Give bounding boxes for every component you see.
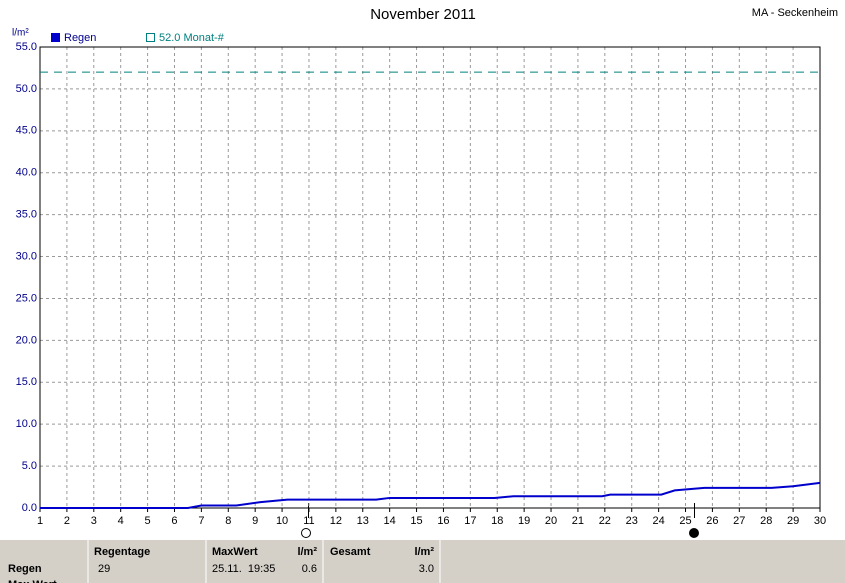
x-tick-label: 15 <box>410 515 422 527</box>
legend-swatch <box>51 33 60 42</box>
legend-ref-label: 52.0 Monat-# <box>159 32 225 44</box>
y-tick-label: 0.0 <box>22 502 37 514</box>
x-tick-label: 19 <box>518 515 530 527</box>
x-tick-label: 23 <box>626 515 638 527</box>
x-tick-label: 30 <box>814 515 826 527</box>
legend-label: Regen <box>64 32 96 44</box>
table-bg <box>0 540 845 583</box>
y-tick-label: 50.0 <box>16 83 37 95</box>
x-tick-label: 25 <box>679 515 691 527</box>
x-tick-label: 9 <box>252 515 258 527</box>
y-tick-label: 55.0 <box>16 41 37 53</box>
x-tick-label: 10 <box>276 515 288 527</box>
y-tick-label: 15.0 <box>16 376 37 388</box>
x-tick-label: 29 <box>787 515 799 527</box>
table-cell: 0.6 <box>302 563 317 575</box>
x-tick-label: 12 <box>330 515 342 527</box>
y-tick-label: 10.0 <box>16 418 37 430</box>
x-tick-label: 8 <box>225 515 231 527</box>
x-tick-label: 6 <box>171 515 177 527</box>
chart-title: November 2011 <box>370 6 476 23</box>
moon-full <box>301 528 311 538</box>
x-tick-label: 14 <box>384 515 396 527</box>
table-header: Gesamt <box>330 546 371 558</box>
plot-frame <box>39 46 821 509</box>
y-tick-label: 30.0 <box>16 250 37 262</box>
x-tick-label: 16 <box>437 515 449 527</box>
y-tick-label: 45.0 <box>16 125 37 137</box>
x-tick-label: 20 <box>545 515 557 527</box>
table-header: Regentage <box>94 546 150 558</box>
moon-new <box>689 528 699 538</box>
x-tick-label: 1 <box>37 515 43 527</box>
x-tick-label: 5 <box>145 515 151 527</box>
table-header: l/m² <box>297 546 317 558</box>
table-header: l/m² <box>414 546 434 558</box>
x-tick-label: 21 <box>572 515 584 527</box>
x-tick-label: 13 <box>357 515 369 527</box>
x-tick-label: 18 <box>491 515 503 527</box>
x-tick-label: 4 <box>118 515 124 527</box>
legend-swatch-ref <box>146 33 155 42</box>
x-tick-label: 26 <box>706 515 718 527</box>
table-cell: 25.11. 19:35 <box>212 563 275 575</box>
table-cell: 29 <box>98 563 110 575</box>
x-tick-label: 7 <box>198 515 204 527</box>
x-tick-label: 22 <box>599 515 611 527</box>
table-cell: 3.0 <box>419 563 434 575</box>
x-tick-label: 27 <box>733 515 745 527</box>
x-tick-label: 2 <box>64 515 70 527</box>
x-tick-label: 28 <box>760 515 772 527</box>
data-line <box>40 481 821 509</box>
row-label: Regen <box>8 563 42 575</box>
y-tick-label: 5.0 <box>22 460 37 472</box>
y-tick-label: 35.0 <box>16 209 37 221</box>
x-tick-label: 17 <box>464 515 476 527</box>
table-header: MaxWert <box>212 546 258 558</box>
y-tick-label: 40.0 <box>16 167 37 179</box>
x-tick-label: 24 <box>652 515 664 527</box>
y-label: l/m² <box>12 28 29 39</box>
y-tick-label: 25.0 <box>16 292 37 304</box>
station: MA - Seckenheim <box>752 7 838 19</box>
x-tick-label: 3 <box>91 515 97 527</box>
row-label: Max Wert <box>8 579 57 583</box>
x-tick-label: 11 <box>303 515 314 527</box>
y-tick-label: 20.0 <box>16 334 37 346</box>
